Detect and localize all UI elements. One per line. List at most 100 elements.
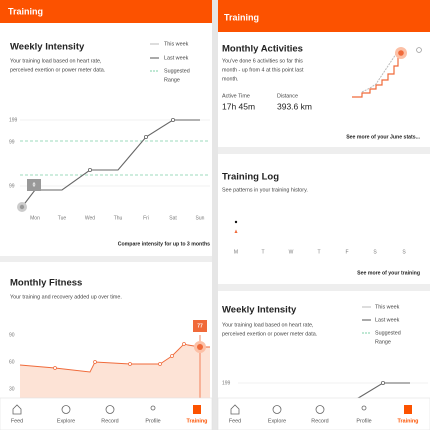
value-badge (27, 179, 41, 191)
legend-label: Last week (375, 317, 400, 323)
bottom-nav (0, 397, 213, 430)
fitness-area (20, 344, 210, 398)
section-subtitle: See patterns in your training history. (222, 187, 308, 193)
point (128, 362, 132, 366)
x-tick-label: Mon (30, 215, 40, 221)
right-panel (218, 0, 430, 430)
link[interactable]: Compare intensity for up to 3 months (118, 241, 210, 247)
header-title: Training (8, 6, 43, 16)
section-title: Monthly Fitness (10, 278, 82, 289)
x-tick-label: Sat (169, 215, 177, 221)
nav-label: Feed (11, 418, 23, 424)
header-bar (218, 0, 430, 32)
nav-item[interactable] (61, 405, 71, 414)
nav-label: Record (101, 418, 118, 424)
day-label: T (317, 249, 320, 255)
nav-label: Record (311, 418, 328, 424)
log-dot (234, 220, 238, 224)
nav-label: Explore (57, 418, 75, 424)
nav-icon (193, 405, 201, 414)
section-title: Weekly Intensity (222, 305, 297, 316)
nav-icon (105, 405, 115, 414)
day-label: S (373, 249, 377, 255)
legend-label: Range (375, 339, 391, 345)
legend-label: Suggested (375, 330, 401, 336)
legend-label: Range (164, 77, 180, 83)
bottom-nav (217, 397, 430, 430)
point (53, 366, 57, 370)
day-label: S (402, 249, 406, 255)
section-subtitle: perceived exertion or power meter data. (10, 67, 105, 73)
legend-label: This week (375, 304, 400, 310)
cursor (19, 204, 25, 210)
nav-icons (12, 404, 412, 415)
x-tick-label: Sun (196, 215, 205, 221)
nav-item[interactable] (193, 405, 201, 414)
stat-label: Active Time (222, 93, 250, 99)
point (170, 354, 174, 358)
section-subtitle: Your training and recovery added up over… (10, 294, 122, 300)
nav-label: Profile (145, 418, 160, 424)
section-subtitle: Your training load based on heart rate, (10, 58, 102, 64)
nav-item[interactable] (12, 404, 22, 415)
nav-label: Explore (268, 418, 286, 424)
section-title: Weekly Intensity (10, 42, 85, 53)
nav-label: Profile (356, 418, 371, 424)
header-bar (0, 0, 212, 23)
nav-item[interactable] (230, 404, 240, 415)
nav-icon (361, 405, 367, 411)
legend-label: Suggested (164, 68, 190, 74)
section-title: Monthly Activities (222, 44, 303, 55)
y-tick-label: 199 (9, 117, 18, 123)
nav-icon (315, 405, 325, 414)
point (143, 134, 148, 139)
nav-label: Training (398, 418, 419, 424)
panel-gap (212, 0, 218, 430)
nav-item[interactable] (272, 405, 282, 414)
link[interactable]: See more of your training (357, 270, 420, 276)
point (93, 360, 97, 364)
cursor (398, 50, 404, 56)
section-text: You've done 6 activities so far this (222, 58, 303, 64)
link[interactable]: See more of your June stats... (346, 134, 420, 140)
stat-value: 17h 45m (222, 101, 255, 111)
value-badge-label: 77 (197, 323, 203, 329)
fitness-line (19, 343, 210, 373)
y-tick-label: 99 (9, 183, 15, 189)
section-title: Training Log (222, 172, 279, 183)
nav-icon (12, 404, 22, 415)
nav-item[interactable] (404, 405, 412, 414)
y-tick-label: 90 (9, 332, 15, 338)
value-badge-label: 0 (33, 182, 36, 188)
section-subtitle: Your training load based on heart rate, (222, 322, 314, 328)
section-text: month - up from 4 at this point last (222, 67, 304, 73)
nav-icon (404, 405, 412, 414)
value-badge (193, 320, 207, 332)
nav-icon (230, 404, 240, 415)
nav-item[interactable] (315, 405, 325, 414)
x-tick-label: Wed (85, 215, 95, 221)
cursor (197, 344, 203, 350)
nav-item[interactable] (150, 405, 156, 411)
x-tick-label: Thu (114, 215, 123, 221)
section-text: month. (222, 76, 238, 82)
activity-steps (352, 55, 401, 98)
legend-label: Last week (164, 55, 189, 61)
x-tick-label: Fri (143, 215, 149, 221)
y-tick-label: 30 (9, 386, 15, 392)
stat-label: Distance (277, 93, 298, 99)
header-title: Training (224, 12, 259, 22)
legend-label: This week (164, 41, 189, 47)
nav-item[interactable] (105, 405, 115, 414)
y-tick-label: 99 (9, 139, 15, 145)
nav-icon (272, 405, 282, 414)
day-label: W (289, 249, 294, 255)
nav-item[interactable] (361, 405, 367, 411)
point (88, 167, 93, 172)
y-tick-label: 60 (9, 359, 15, 365)
section-divider (218, 284, 430, 291)
nav-icon (61, 405, 71, 414)
stat-value: 393.6 km (277, 101, 312, 111)
y-tick-label: 199 (222, 380, 231, 386)
